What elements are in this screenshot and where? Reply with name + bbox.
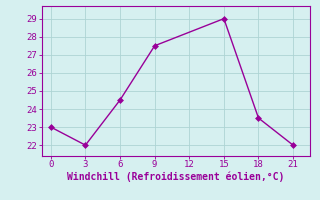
- X-axis label: Windchill (Refroidissement éolien,°C): Windchill (Refroidissement éolien,°C): [67, 172, 285, 182]
